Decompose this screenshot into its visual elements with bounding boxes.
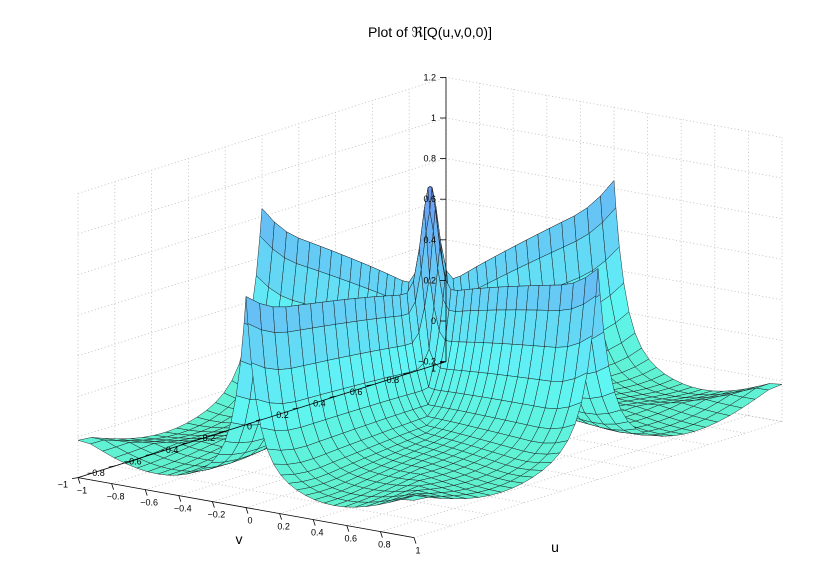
y-tick [292, 407, 299, 410]
y-tick [403, 372, 410, 375]
chart-title: Plot of ℜ[Q(u,v,0,0)] [368, 24, 492, 40]
x-tick [380, 531, 383, 538]
x-tick-label: 0.6 [345, 534, 358, 544]
surface-face [307, 242, 322, 272]
surface-face [547, 284, 562, 311]
y-tick-label: 0.6 [350, 387, 363, 397]
z-tick-label: 0 [431, 316, 436, 326]
x-tick [279, 513, 282, 520]
surface-mesh [77, 180, 783, 508]
x-tick-label: −0.8 [107, 492, 125, 502]
surface-face [318, 246, 332, 276]
y-tick-label: −0.4 [161, 445, 179, 455]
z-tick-label: 0.4 [423, 235, 436, 245]
z-tick-label: 1.2 [423, 72, 436, 82]
grid-line [114, 465, 451, 527]
x-tick [144, 489, 148, 496]
surface-face [536, 284, 551, 311]
x-tick [346, 525, 350, 532]
y-tick-label: −0.8 [87, 468, 105, 478]
x-tick [178, 495, 182, 502]
surface-face [296, 237, 311, 268]
y-tick [329, 396, 336, 398]
z-tick-label: 0.6 [423, 194, 436, 204]
x-tick-label: 0 [247, 516, 252, 526]
surface-face [333, 299, 347, 325]
y-tick-label: 0.2 [276, 410, 289, 420]
y-tick [255, 419, 263, 421]
surface-face [272, 306, 288, 333]
grid-line [380, 415, 749, 532]
y-tick [182, 442, 189, 445]
x-tick [312, 519, 316, 526]
z-tick-label: −0.2 [418, 357, 436, 367]
surface-face [321, 300, 336, 327]
x-tick-label: −1 [77, 486, 87, 496]
surface-face [310, 301, 325, 329]
y-tick-label: 0 [247, 422, 252, 432]
surface-face [298, 303, 313, 331]
x-tick-label: −0.2 [208, 510, 226, 520]
x-tick [245, 507, 249, 514]
y-tick-label: 1 [431, 364, 436, 374]
y-tick [219, 430, 226, 433]
y-tick-label: 0.8 [387, 375, 400, 385]
x-tick [212, 501, 215, 508]
x-tick-label: 0.4 [311, 528, 324, 538]
y-tick-label: −0.6 [124, 456, 142, 466]
y-tick [145, 454, 152, 456]
surface-face [259, 303, 276, 333]
z-tick-label: 0.8 [423, 154, 436, 164]
y-tick-label: −0.2 [197, 433, 215, 443]
x-tick-label: −0.6 [140, 498, 158, 508]
x-axis-label: u [551, 539, 559, 555]
x-tick [111, 483, 114, 490]
grid-line [413, 421, 783, 538]
z-tick-label: 0.2 [423, 275, 436, 285]
y-axis-label: v [236, 531, 243, 547]
x-tick [77, 477, 81, 484]
surface-face [285, 304, 301, 333]
surface-face [559, 282, 574, 311]
x-tick [413, 537, 417, 544]
y-tick [71, 477, 79, 479]
surface-face [401, 495, 428, 501]
x-tick-label: 1 [415, 546, 420, 556]
z-tick-label: 1 [431, 113, 436, 123]
y-tick [108, 465, 115, 468]
x-tick-label: −0.4 [174, 504, 192, 514]
y-tick-label: 0.4 [313, 398, 326, 408]
y-tick-label: −1 [58, 480, 68, 490]
y-tick [366, 384, 373, 387]
tick-labels: −1−0.8−0.6−0.4−0.200.20.40.60.81−1−0.8−0… [58, 72, 447, 556]
surface-face [344, 298, 358, 323]
x-tick-label: 0.8 [378, 540, 391, 550]
x-tick-label: 0.2 [277, 522, 290, 532]
grid-line [77, 76, 783, 194]
